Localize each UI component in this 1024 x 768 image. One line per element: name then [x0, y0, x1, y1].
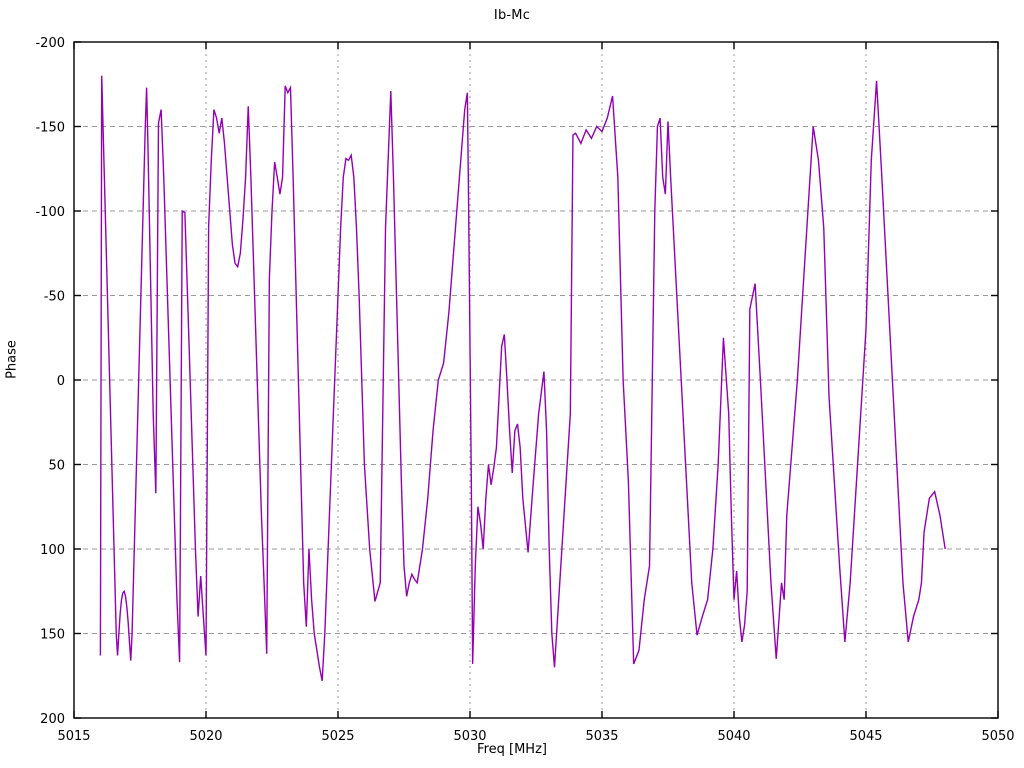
svg-text:5015: 5015 — [57, 729, 90, 744]
svg-text:0: 0 — [57, 374, 65, 389]
svg-text:50: 50 — [48, 459, 65, 474]
svg-text:5050: 5050 — [981, 729, 1014, 744]
tick-labels: 200 150 100 50 0 -50 -100 -150 -200 5015 5020 5025 5… — [35, 36, 1014, 744]
svg-text:5040: 5040 — [717, 729, 750, 744]
svg-text:5045: 5045 — [849, 729, 882, 744]
svg-text:-100: -100 — [35, 205, 65, 220]
svg-text:200: 200 — [40, 712, 65, 727]
plot-frame — [73, 41, 999, 719]
svg-text:5020: 5020 — [189, 729, 222, 744]
svg-text:-150: -150 — [35, 121, 65, 136]
x-axis-label: Freq [MHz] — [477, 742, 547, 757]
svg-text:150: 150 — [40, 628, 65, 643]
svg-text:-50: -50 — [44, 290, 65, 305]
phase-data-line — [99, 75, 946, 681]
svg-text:100: 100 — [40, 543, 65, 558]
svg-text:5030: 5030 — [453, 729, 486, 744]
svg-text:5035: 5035 — [585, 729, 618, 744]
svg-text:5025: 5025 — [321, 729, 354, 744]
svg-text:-200: -200 — [35, 36, 65, 51]
chart-title: Ib-Mc — [493, 8, 531, 23]
